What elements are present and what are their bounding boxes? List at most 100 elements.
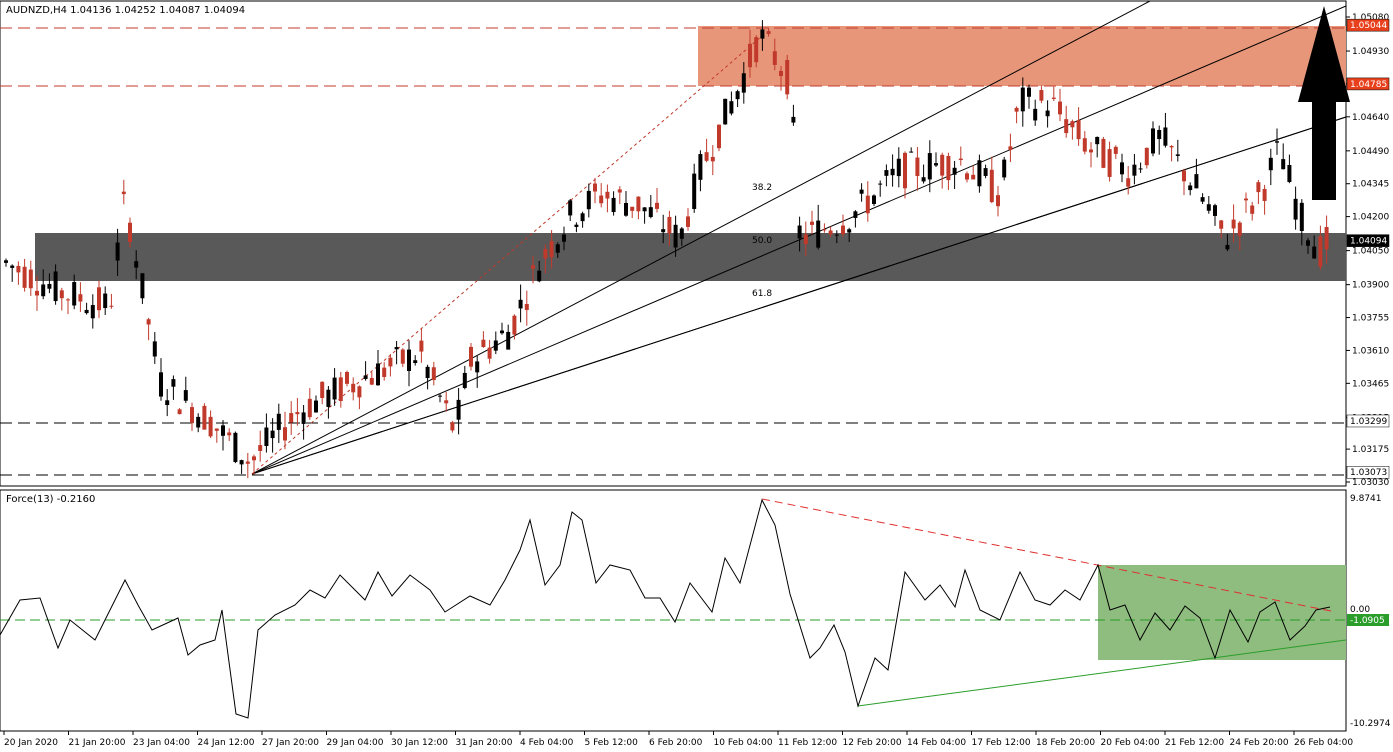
bear-candle (227, 432, 232, 436)
time-axis-label: 26 Feb 04:00 (1294, 738, 1353, 748)
bear-candle (1250, 205, 1255, 214)
fan-line-618 (251, 116, 1347, 475)
time-axis: 20 Jan 2020 21 Jan 20:00 23 Jan 04:00 24 Ja… (3, 731, 1353, 748)
price-axis-label: 1.05080 (1352, 13, 1389, 23)
bull-candle (1163, 127, 1168, 146)
bull-candle (1275, 141, 1279, 143)
bull-candle (1033, 108, 1038, 121)
price-tag-text: 1.04785 (1350, 80, 1387, 90)
bear-candle (946, 155, 951, 181)
force-index-line (0, 498, 1331, 719)
bear-candle (971, 174, 976, 180)
bull-candle (760, 29, 765, 39)
price-axis-label: 1.03755 (1352, 314, 1389, 324)
bull-candle (1281, 159, 1286, 170)
bear-candle (1262, 189, 1267, 201)
bear-candle (667, 216, 672, 234)
bull-candle (10, 265, 15, 268)
bear-candle (59, 290, 64, 299)
bull-candle (847, 229, 852, 233)
bull-candle (221, 425, 225, 436)
bull-candle (276, 413, 281, 430)
bear-candle (1089, 149, 1093, 153)
bull-candle (425, 366, 430, 379)
bear-candle (710, 156, 715, 162)
fib-label-382: 38.2 (752, 183, 772, 193)
indicator-value-tag-text: -1.0905 (1350, 616, 1385, 626)
time-axis-label: 4 Feb 04:00 (520, 738, 574, 748)
bear-candle (369, 378, 374, 385)
price-axis-label: 1.04050 (1352, 247, 1389, 257)
bear-candle (66, 299, 70, 301)
time-axis-label: 6 Feb 20:00 (649, 738, 703, 748)
bull-candle (1194, 174, 1199, 189)
bear-candle (109, 305, 114, 307)
bull-candle (134, 261, 139, 268)
bull-candle (84, 309, 89, 314)
bull-candle (456, 399, 461, 420)
bear-candle (1051, 97, 1056, 99)
price-axis-label: 1.03175 (1352, 445, 1389, 455)
lower-trend-line (857, 639, 1347, 707)
bear-candle (717, 124, 721, 149)
bear-candle (351, 383, 356, 393)
bull-candle (921, 177, 926, 182)
bull-candle (679, 228, 684, 239)
bull-candle (506, 331, 511, 350)
bull-candle (301, 412, 306, 424)
bull-candle (909, 151, 914, 153)
bear-candle (190, 407, 194, 424)
price-axis-label: 1.03030 (1352, 478, 1389, 488)
bull-candle (462, 372, 467, 388)
candlestick-series (4, 20, 1329, 479)
price-tag (1346, 414, 1390, 428)
bear-candle (245, 461, 250, 464)
bull-candle (977, 160, 982, 187)
bull-candle (1045, 110, 1050, 117)
bear-candle (1169, 146, 1174, 148)
time-axis-label: 27 Jan 20:00 (262, 738, 319, 748)
bull-candle (735, 91, 740, 100)
price-axis-label: 1.04200 (1352, 213, 1389, 223)
price-tags: 1.05044 1.04785 1.04094 1.03299 1.03073 (1346, 18, 1390, 479)
bull-candle (934, 163, 938, 166)
bull-candle (834, 234, 839, 236)
bear-candle (1008, 146, 1013, 150)
bear-candle (1237, 222, 1242, 236)
fib-label-500: 50.0 (752, 236, 772, 246)
time-axis-label: 10 Feb 04:00 (714, 738, 773, 748)
bear-candle (549, 240, 554, 258)
bear-candle (512, 315, 517, 335)
fib-label-618: 61.8 (752, 289, 772, 299)
bear-candle (22, 266, 27, 288)
bull-candle (661, 229, 666, 233)
indicator-axis-max: 9.8741 (1350, 494, 1382, 504)
bull-candle (859, 189, 864, 194)
bear-candle (605, 191, 610, 199)
bear-candle (283, 427, 287, 441)
bear-candle (295, 412, 300, 415)
bullish-arrow (1298, 6, 1350, 200)
bear-candle (1256, 182, 1261, 193)
bull-candle (1306, 240, 1310, 246)
bull-candle (1151, 128, 1155, 154)
price-tag (1346, 18, 1390, 32)
bull-candle (568, 200, 573, 216)
bull-candle (884, 170, 889, 176)
bear-candle (121, 191, 126, 195)
bear-candle (97, 287, 101, 311)
bull-candle (729, 101, 734, 114)
bear-candle (1107, 149, 1112, 177)
bear-candle (419, 340, 424, 352)
bear-candle (748, 43, 752, 68)
bear-candle (1126, 178, 1131, 187)
bull-candle (1206, 204, 1211, 211)
bull-candle (797, 225, 802, 239)
bull-candle (1132, 164, 1137, 176)
bull-candle (562, 234, 566, 242)
price-axis-label: 1.03465 (1352, 379, 1389, 389)
bull-candle (673, 224, 678, 248)
bear-candle (431, 367, 436, 381)
bull-candle (438, 395, 442, 397)
